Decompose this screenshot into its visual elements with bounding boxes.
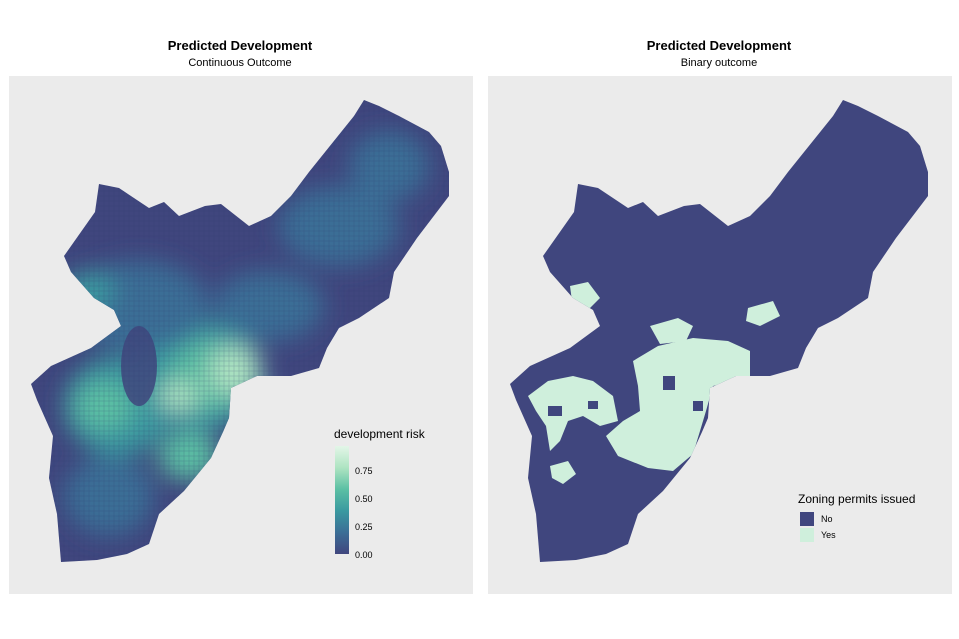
- continuous-risk-map: [31, 100, 449, 562]
- right-subtitle: Binary outcome: [680, 57, 758, 69]
- right-title: Predicted Development: [646, 38, 792, 53]
- legend-label-no: No: [821, 514, 833, 524]
- binary-panel: Predicted Development Binary outcome Zon…: [486, 0, 956, 639]
- risk-tick-000: 0.00: [355, 550, 373, 560]
- risk-tick-050: 0.50: [355, 494, 373, 504]
- risk-legend-title: development risk: [334, 427, 425, 441]
- legend-key-yes: [800, 528, 814, 542]
- legend-label-yes: Yes: [821, 530, 836, 540]
- risk-tick-075: 0.75: [355, 466, 373, 476]
- continuous-panel: Predicted Development Continuous Outcome: [7, 0, 477, 639]
- left-title: Predicted Development: [167, 38, 313, 53]
- risk-tick-025: 0.25: [355, 522, 373, 532]
- permit-surface: [510, 100, 928, 562]
- permit-legend-title: Zoning permits issued: [798, 492, 916, 506]
- risk-colorbar: [335, 446, 349, 554]
- risk-surface: [31, 100, 449, 562]
- binary-permit-map: [510, 100, 928, 562]
- legend-key-no: [800, 512, 814, 526]
- left-subtitle: Continuous Outcome: [188, 57, 292, 69]
